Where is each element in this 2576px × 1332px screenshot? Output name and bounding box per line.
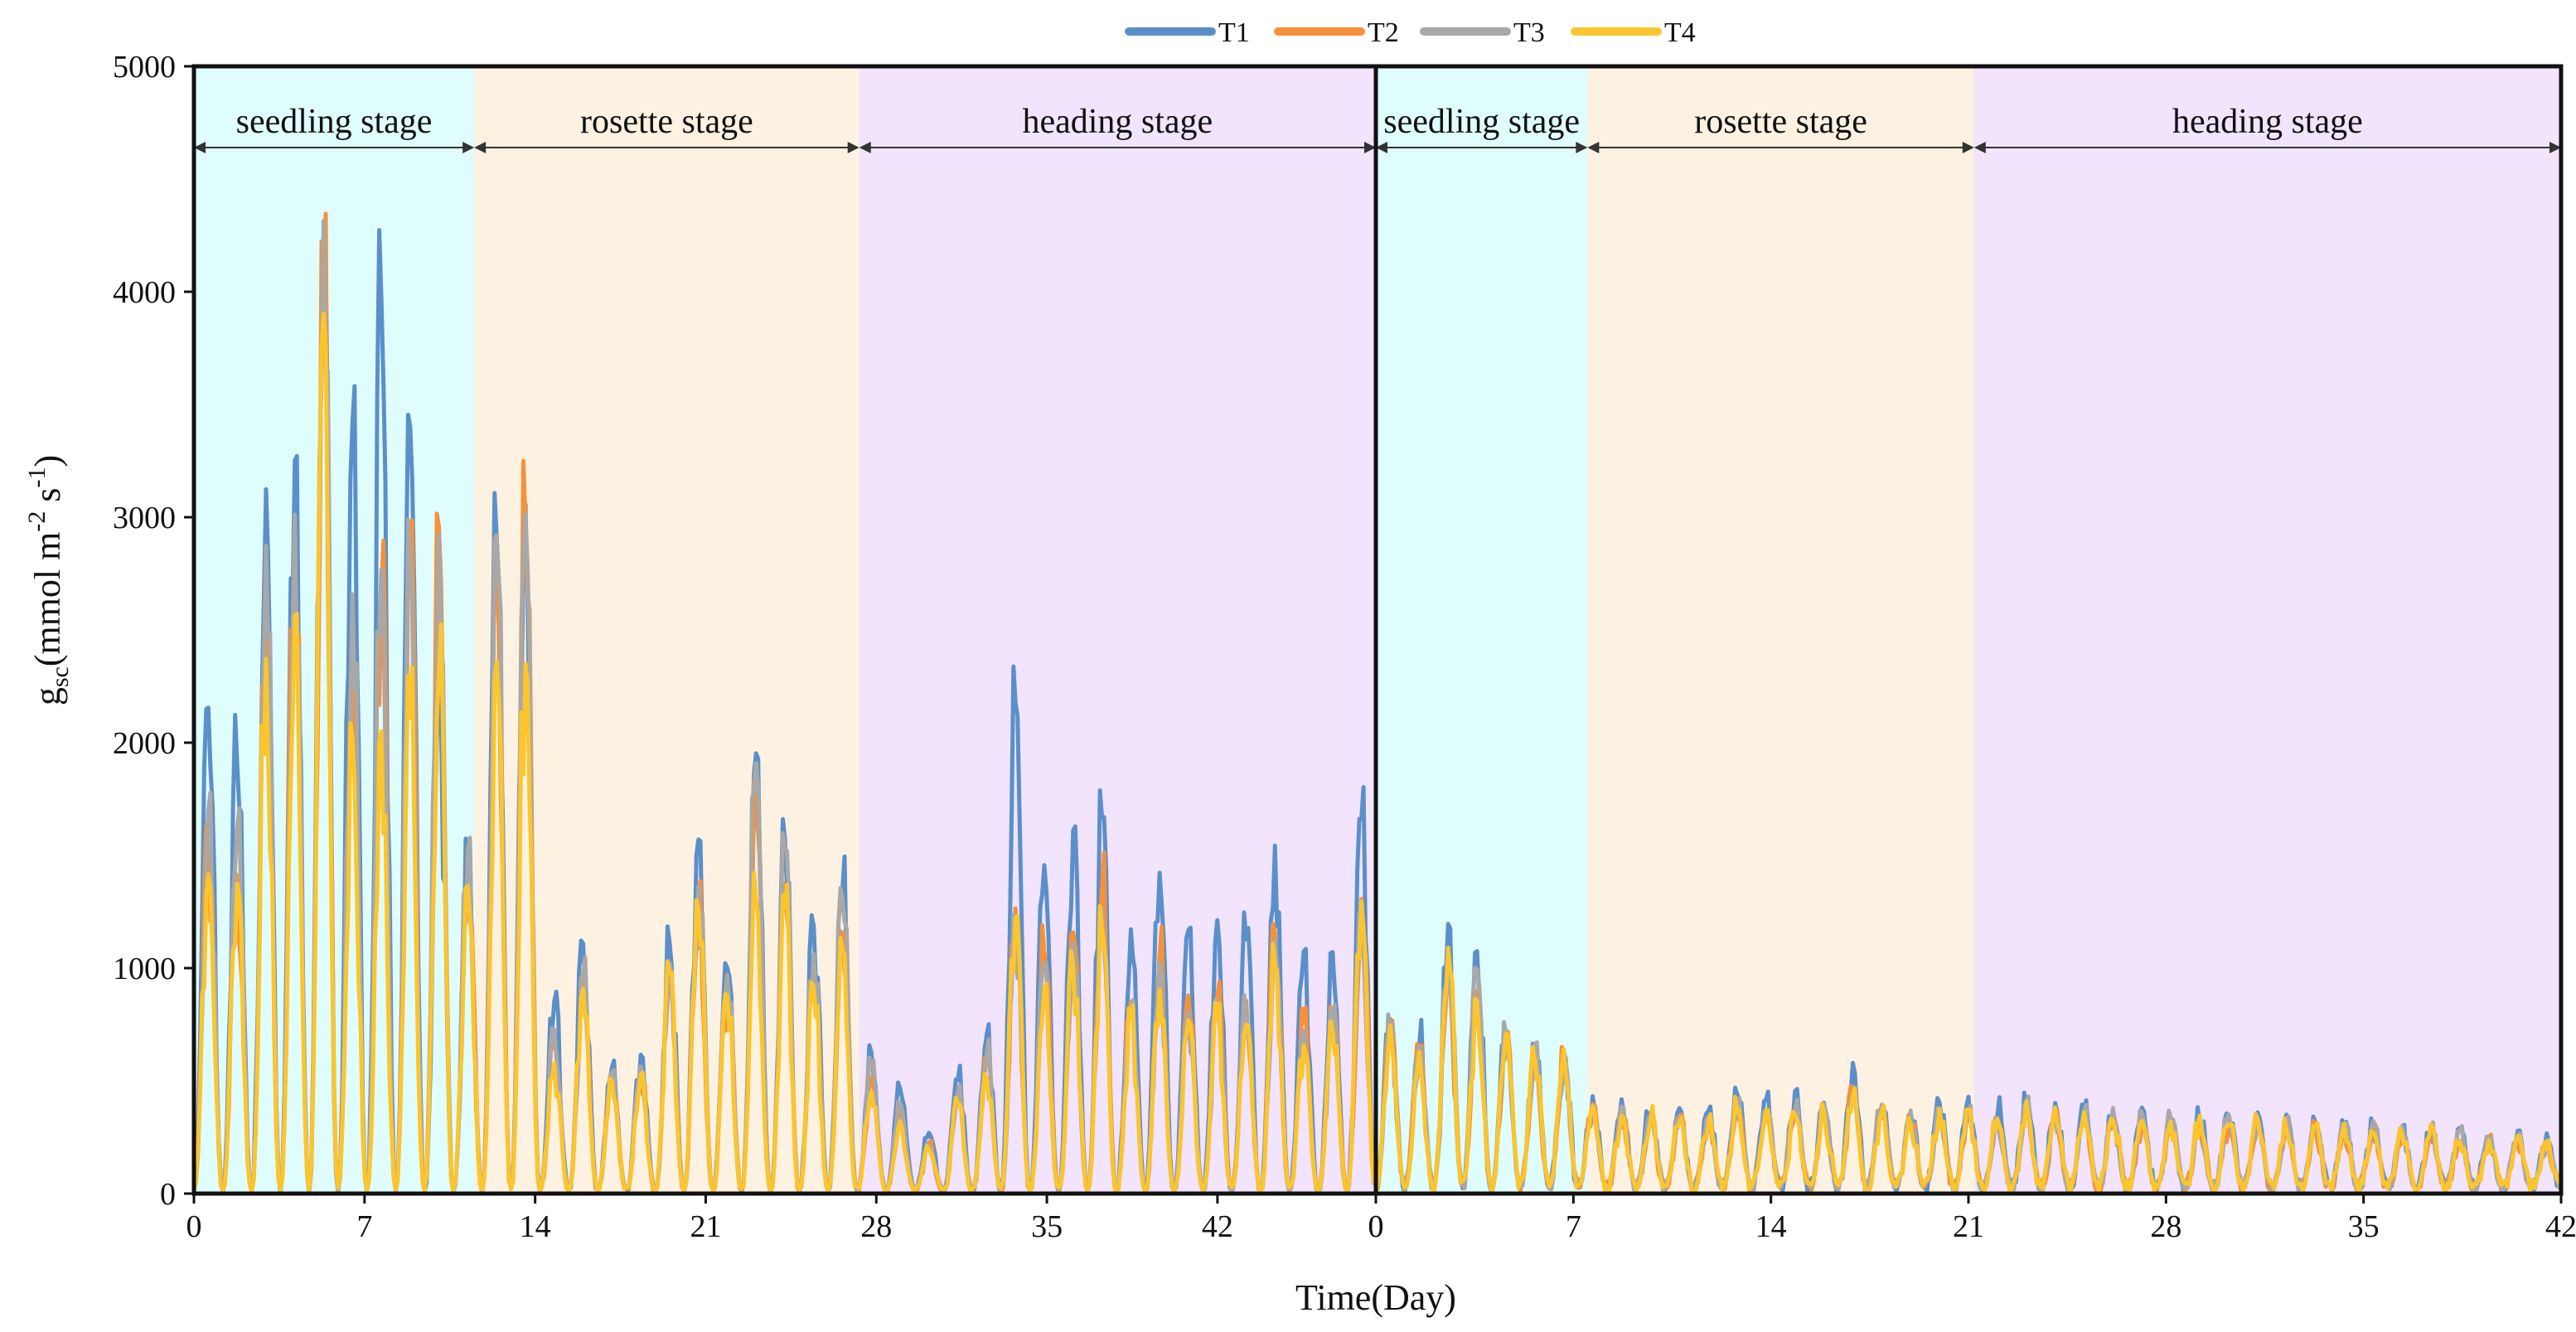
y-tick-label-0: 0 [160, 1177, 176, 1212]
panel-1-x-tick-label-28: 28 [860, 1209, 892, 1244]
x-axis-title: Time(Day) [1295, 1277, 1456, 1318]
panel-1-stage-arrowhead-right-3 [1364, 142, 1376, 153]
stage-annotations: seedling stage rosette stage heading stage… [194, 103, 2561, 153]
legend-item-t1[interactable]: T1 [1125, 17, 1250, 48]
y-tick-label-2000: 2000 [113, 726, 176, 761]
axes: 0 7 14 21 28 35 42 00 7 14 21 28 35 42010002000300040… [113, 50, 2576, 1244]
panel-2-stage-band-3 [1973, 66, 2561, 1194]
panel-2-stage-label-2: rosette stage [1694, 103, 1867, 141]
legend-label-t4: T4 [1664, 17, 1696, 48]
panel-1-x-tick-label-35: 35 [1031, 1209, 1063, 1244]
y-tick-label-4000: 4000 [113, 275, 176, 310]
panel-2-stage-arrowhead-right-3 [2549, 142, 2561, 153]
y-tick-label-1000: 1000 [113, 952, 176, 986]
legend-item-t4[interactable]: T4 [1571, 17, 1696, 48]
panel-2-stage-label-1: seedling stage [1383, 103, 1580, 141]
panel-2-stage-arrowhead-right-1 [1576, 142, 1588, 153]
legend-item-t2[interactable]: T2 [1274, 17, 1399, 48]
stage-bands [194, 66, 2561, 1194]
y-tick-label-3000: 3000 [113, 501, 176, 535]
panel-2-x-tick-label-35: 35 [2348, 1209, 2380, 1244]
panel-2-stage-arrowhead-left-1 [1376, 142, 1387, 153]
panel-1-x-tick-label-14: 14 [520, 1209, 551, 1244]
panel-1-x-tick-label-0: 0 [186, 1209, 202, 1244]
panel-2-x-tick-label-28: 28 [2150, 1209, 2181, 1244]
panel-1-stage-label-2: rosette stage [580, 103, 753, 141]
legend[interactable]: T1 T2 T3 T4 [1125, 17, 1696, 48]
panel-2-stage-label-3: heading stage [2172, 103, 2363, 141]
y-axis-title: gsc(mmol m-2 s-1) [23, 455, 74, 705]
y-axis-title-unit-end: ) [27, 455, 68, 467]
panel-1-x-tick-label-21: 21 [690, 1209, 721, 1244]
y-axis-title-unit-mid: s [27, 487, 68, 511]
panel-2-stage-arrowhead-left-3 [1973, 142, 1986, 153]
panel-1-x-tick-label-42: 42 [1202, 1209, 1233, 1244]
y-tick-label-5000: 5000 [113, 50, 176, 85]
legend-label-t1: T1 [1218, 17, 1250, 48]
panel-2-x-tick-label-7: 7 [1566, 1209, 1581, 1244]
panel-2-x-tick-label-0: 0 [1368, 1209, 1384, 1244]
y-axis-title-base: g [27, 687, 68, 705]
legend-item-t3[interactable]: T3 [1420, 17, 1545, 48]
series-lines [191, 211, 2564, 1196]
panel-1-stage-arrowhead-left-3 [859, 142, 871, 153]
y-axis-title-sup1: -2 [23, 511, 51, 532]
panel-1-stage-label-1: seedling stage [236, 103, 433, 141]
panel-2-stage-arrowhead-right-2 [1962, 142, 1974, 153]
legend-label-t3: T3 [1513, 17, 1545, 48]
panel-2-x-tick-label-21: 21 [1953, 1209, 1984, 1244]
panel-2-stage-band-2 [1587, 66, 1974, 1194]
panel-1-stage-band-3 [859, 66, 1376, 1194]
panel-1-stage-arrowhead-left-1 [194, 142, 206, 153]
panel-1-x-end-label: 0 [1368, 1209, 1384, 1244]
panel-2-x-tick-label-42: 42 [2545, 1209, 2576, 1244]
panel-1-stage-arrowhead-right-1 [462, 142, 475, 153]
y-axis-title-unit: (mmol m [27, 532, 68, 667]
panel-1-stage-arrowhead-left-2 [474, 142, 487, 153]
panel-2-series-t4 [1373, 946, 2564, 1196]
panel-1-x-tick-label-7: 7 [356, 1209, 372, 1244]
y-axis-title-sup2: -1 [23, 467, 51, 487]
panel-1-stage-arrowhead-right-2 [847, 142, 859, 153]
panel-2-x-tick-label-14: 14 [1755, 1209, 1787, 1244]
panel-1-series-t4 [191, 311, 1378, 1196]
panel-1-stage-label-3: heading stage [1022, 103, 1213, 141]
legend-label-t2: T2 [1368, 17, 1399, 48]
panel-2-stage-arrowhead-left-2 [1587, 142, 1600, 153]
y-axis-title-sub: sc [46, 666, 74, 687]
